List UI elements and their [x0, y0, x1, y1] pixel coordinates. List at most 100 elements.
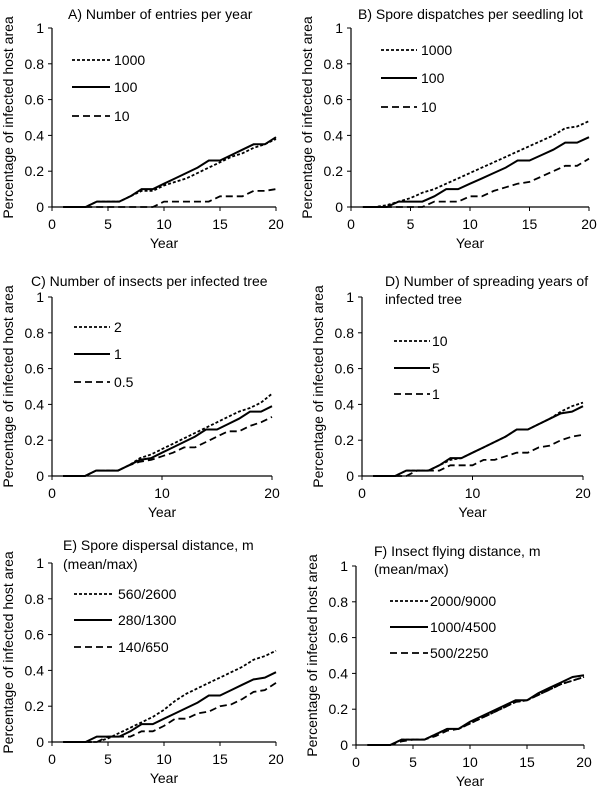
panel-e-legend-label: 140/650 [118, 639, 169, 655]
panel-d-series-5 [373, 405, 584, 477]
panel-f: F) Insect flying distance, m(mean/max)00… [304, 543, 592, 786]
panel-d-y-tick-label: 0 [346, 468, 354, 484]
panel-b-x-tick-label: 0 [347, 216, 355, 232]
panel-e-x-tick-label: 5 [104, 751, 112, 767]
panel-c-x-tick-label: 10 [154, 485, 170, 501]
panel-c: C) Number of insects per infected tree00… [0, 273, 280, 520]
panel-b-x-axis-label: Year [456, 235, 485, 251]
panel-a-y-tick-label: 0.2 [25, 163, 45, 179]
panel-d-x-tick-label: 20 [575, 485, 591, 501]
panel-a-legend-label: 10 [114, 108, 130, 124]
panel-f-y-tick-label: 1 [340, 558, 348, 574]
panel-a-x-tick-label: 5 [104, 216, 112, 232]
panel-f-title-line: (mean/max) [374, 561, 449, 577]
panel-c-x-axis-label: Year [148, 504, 177, 520]
panel-b-y-tick-label: 0.2 [324, 163, 344, 179]
panel-e-legend-label: 280/1300 [118, 612, 177, 628]
panel-d-y-tick-label: 1 [346, 289, 354, 305]
panel-c-series-1 [63, 405, 273, 477]
panel-e-x-tick-label: 0 [48, 751, 56, 767]
panel-e-y-tick-label: 0 [36, 734, 44, 750]
panel-e-y-tick-label: 0.6 [25, 627, 45, 643]
panel-b-x-tick-label: 15 [522, 216, 538, 232]
panel-f-y-tick-label: 0.8 [329, 594, 349, 610]
panel-d-x-tick-label: 10 [465, 485, 481, 501]
panel-b-series-10 [362, 157, 590, 208]
panel-c-legend-label: 1 [114, 346, 122, 362]
panel-e-title-line: E) Spore dispersal distance, m [63, 537, 254, 553]
panel-d-title-line: infected tree [385, 291, 462, 307]
panel-d-legend-label: 1 [432, 386, 440, 402]
panel-f-y-tick-label: 0.4 [329, 665, 349, 681]
panel-f-x-tick-label: 5 [409, 754, 417, 770]
panel-f-series-1000-4500 [367, 674, 585, 746]
panel-c-y-tick-label: 0.8 [25, 325, 45, 341]
panel-f-x-tick-label: 0 [352, 754, 360, 770]
panel-b-y-tick-label: 0.6 [324, 92, 344, 108]
panel-d-legend-label: 10 [432, 333, 448, 349]
panel-c-y-axis-label: Percentage of infected host area [0, 285, 16, 488]
panel-b-legend-label: 1000 [421, 42, 452, 58]
panel-a-y-tick-label: 0.6 [25, 92, 45, 108]
panel-e-y-axis-label: Percentage of infected host area [0, 551, 16, 754]
panel-d-title-line: D) Number of spreading years of [385, 273, 588, 289]
panel-e-series-140-650 [63, 682, 277, 743]
panel-a-y-tick-label: 0.4 [25, 127, 45, 143]
panel-f-y-tick-label: 0.6 [329, 630, 349, 646]
panel-f-x-tick-label: 15 [519, 754, 535, 770]
panel-a-title-line: A) Number of entries per year [68, 6, 253, 22]
panel-f-legend-label: 1000/4500 [430, 619, 496, 635]
panel-c-legend-label: 0.5 [114, 374, 134, 390]
panel-c-series-2 [63, 393, 273, 477]
panel-f-y-axis-label: Percentage of infected host area [304, 554, 320, 757]
panel-e-y-tick-label: 0.4 [25, 662, 45, 678]
panel-c-x-tick-label: 20 [264, 485, 280, 501]
panel-c-x-tick-label: 0 [48, 485, 56, 501]
panel-f-series-500-2250 [367, 676, 585, 746]
panel-e-y-tick-label: 0.2 [25, 698, 45, 714]
panel-a-y-tick-label: 0.8 [25, 56, 45, 72]
panel-a-y-tick-label: 1 [36, 20, 44, 36]
panel-b-y-axis-label: Percentage of infected host area [299, 16, 315, 219]
panel-b-legend-label: 10 [421, 99, 437, 115]
panel-b: B) Spore dispatches per seedling lot 0 0.2… [299, 6, 597, 251]
panel-e-y-tick-label: 0.8 [25, 591, 45, 607]
panel-b-y-tick-label: 0 [335, 199, 343, 215]
panel-f-legend-label: 2000/9000 [430, 593, 496, 609]
panel-f-y-tick-label: 0 [340, 737, 348, 753]
panel-a-x-tick-label: 20 [268, 216, 284, 232]
panel-a-legend-label: 100 [114, 79, 138, 95]
panel-c-y-tick-label: 0 [36, 468, 44, 484]
panel-e-y-tick-label: 1 [36, 555, 44, 571]
panel-b-x-tick-label: 5 [407, 216, 415, 232]
panel-a: A) Number of entries per year 0 0.2 0.4 0.6 0… [0, 6, 284, 251]
panel-f-x-tick-label: 10 [462, 754, 478, 770]
panel-a-x-tick-label: 10 [156, 216, 172, 232]
panel-a-y-tick-label: 0 [36, 199, 44, 215]
panel-b-legend-label: 100 [421, 70, 445, 86]
panel-e-title-line: (mean/max) [63, 556, 138, 572]
panel-b-series-100 [362, 136, 590, 208]
panel-c-y-tick-label: 0.2 [25, 432, 45, 448]
panel-e-x-axis-label: Year [150, 770, 179, 786]
panel-b-x-tick-label: 20 [581, 216, 597, 232]
panel-a-series-10 [63, 188, 277, 208]
panel-f-x-tick-label: 20 [576, 754, 592, 770]
panel-c-y-tick-label: 0.6 [25, 361, 45, 377]
panel-d-series-10 [373, 401, 584, 477]
panel-a-y-axis-label: Percentage of infected host area [0, 16, 16, 219]
panel-e-series-560-2600 [63, 649, 277, 743]
panel-f-x-axis-label: Year [456, 773, 485, 786]
panel-c-series-0-5 [63, 416, 273, 477]
panel-d-y-tick-label: 0.4 [335, 396, 355, 412]
panel-e-x-tick-label: 20 [268, 751, 284, 767]
panel-e-series-280-1300 [63, 671, 277, 743]
panel-d-legend-label: 5 [432, 360, 440, 376]
panel-f-legend-label: 500/2250 [430, 645, 489, 661]
panel-c-title-line: C) Number of insects per infected tree [31, 273, 268, 289]
panel-c-y-tick-label: 1 [36, 289, 44, 305]
panel-d-y-tick-label: 0.8 [335, 325, 355, 341]
panel-d-series-1 [373, 433, 584, 477]
panel-f-y-tick-label: 0.2 [329, 701, 349, 717]
